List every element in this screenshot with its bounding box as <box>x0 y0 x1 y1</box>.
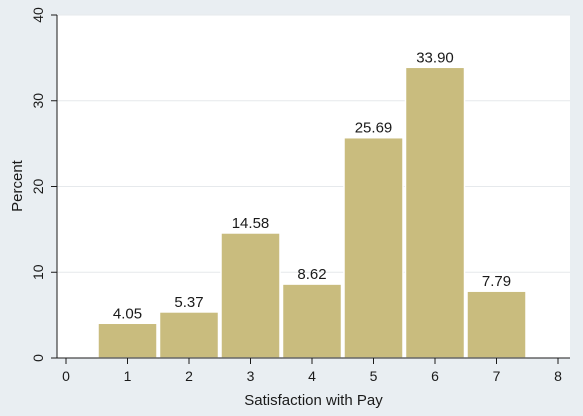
y-tick-label: 0 <box>30 354 46 362</box>
x-tick-label: 5 <box>370 368 378 384</box>
y-tick-label: 40 <box>30 7 46 23</box>
x-tick-label: 3 <box>247 368 255 384</box>
x-tick-label: 4 <box>308 368 316 384</box>
data-label: 25.69 <box>355 120 393 137</box>
bar <box>281 283 343 359</box>
data-label: 14.58 <box>232 215 270 232</box>
data-labels: 4.05 5.37 14.58 8.62 25.69 33.90 7.79 <box>113 49 511 322</box>
y-tick-label: 30 <box>30 93 46 109</box>
y-tick-label: 10 <box>30 264 46 280</box>
bar <box>158 311 220 359</box>
x-axis-title: Satisfaction with Pay <box>244 392 383 409</box>
data-label: 5.37 <box>174 294 203 311</box>
grid-lines <box>57 14 570 273</box>
x-tick-label: 6 <box>431 368 439 384</box>
data-label: 4.05 <box>113 305 142 322</box>
x-tick-label: 8 <box>554 368 562 384</box>
bar <box>97 322 158 359</box>
bars <box>97 66 527 359</box>
x-tick-label: 0 <box>62 368 70 384</box>
bar <box>404 66 466 359</box>
y-axis-title: Percent <box>9 159 26 212</box>
x-tick-label: 7 <box>493 368 501 384</box>
data-label: 33.90 <box>416 49 454 66</box>
x-tick-label: 1 <box>124 368 132 384</box>
data-label: 7.79 <box>482 273 511 290</box>
data-label: 8.62 <box>297 266 326 283</box>
bar <box>343 136 404 359</box>
bar <box>466 290 527 359</box>
axes: 0 1 2 3 4 5 6 7 8 0 10 20 30 40 <box>30 7 570 384</box>
y-tick-label: 20 <box>30 179 46 195</box>
x-tick-label: 2 <box>185 368 193 384</box>
bar <box>220 232 281 359</box>
